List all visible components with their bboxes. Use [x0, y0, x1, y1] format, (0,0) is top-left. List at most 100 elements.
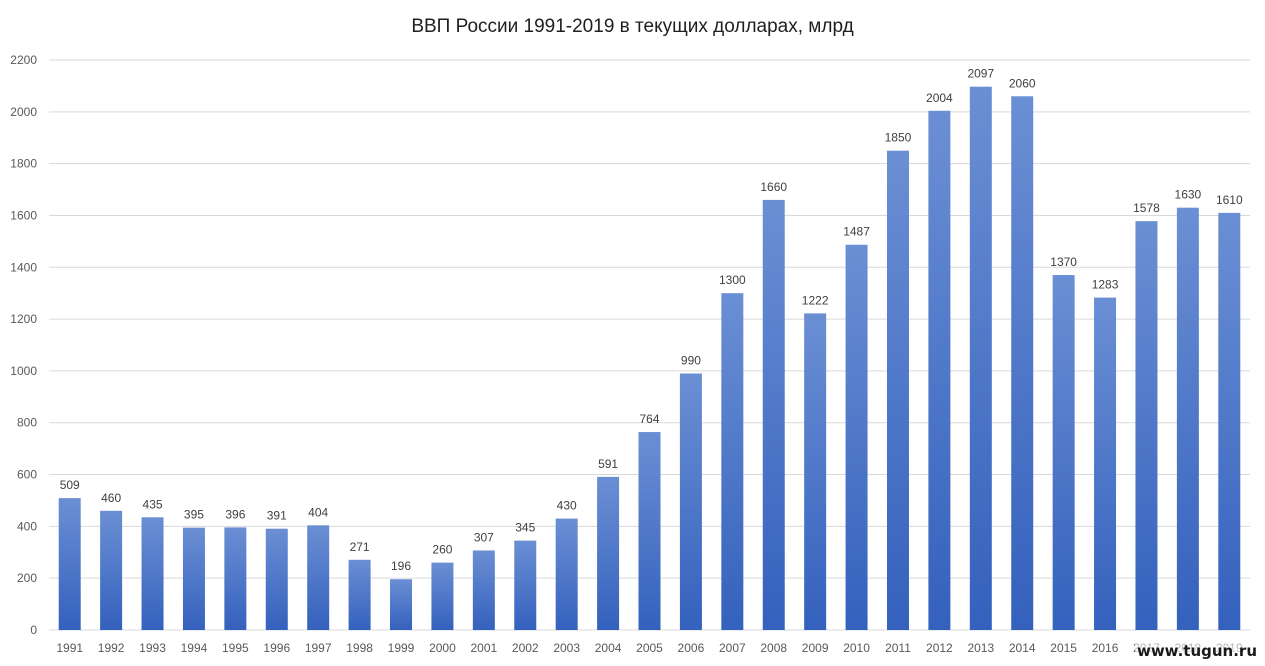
data-label-2005: 764 [639, 412, 659, 426]
y-tick-label: 400 [17, 519, 37, 533]
y-tick-label: 1400 [10, 260, 37, 274]
bar-2017 [1135, 221, 1158, 630]
bars [58, 86, 1241, 631]
x-tick-label: 2011 [885, 641, 911, 655]
data-label-2001: 307 [474, 530, 494, 544]
y-tick-label: 2200 [10, 53, 37, 67]
bar-2007 [721, 293, 744, 630]
x-tick-label: 1998 [346, 641, 373, 655]
x-tick-label: 1991 [56, 641, 83, 655]
y-tick-label: 1200 [10, 312, 37, 326]
bar-2012 [928, 110, 951, 631]
bar-2003 [555, 518, 578, 630]
bar-1991 [58, 498, 81, 630]
x-tick-label: 2006 [678, 641, 705, 655]
bar-1993 [141, 517, 164, 630]
bar-2004 [597, 476, 620, 630]
data-label-1995: 396 [225, 507, 245, 521]
data-label-2010: 1487 [843, 225, 870, 239]
x-tick-label: 2013 [967, 641, 994, 655]
x-tick-label: 2014 [1009, 641, 1036, 655]
bar-2001 [472, 550, 495, 630]
x-tick-label: 1993 [139, 641, 166, 655]
y-tick-label: 1800 [10, 157, 37, 171]
bar-2018 [1176, 207, 1199, 630]
x-tick-label: 1996 [263, 641, 290, 655]
bar-2016 [1094, 297, 1117, 630]
bar-1992 [100, 510, 123, 630]
data-label-2014: 2060 [1009, 76, 1036, 90]
x-tick-label: 2007 [719, 641, 746, 655]
y-tick-label: 1600 [10, 208, 37, 222]
x-tick-label: 2004 [595, 641, 622, 655]
bar-1995 [224, 527, 247, 630]
x-tick-label: 2000 [429, 641, 456, 655]
bar-2000 [431, 562, 454, 630]
bar-1996 [265, 528, 288, 630]
data-label-1997: 404 [308, 505, 328, 519]
bar-1998 [348, 559, 371, 630]
data-label-2018: 1630 [1175, 188, 1202, 202]
data-label-1996: 391 [267, 509, 287, 523]
chart-title: ВВП России 1991-2019 в текущих долларах,… [411, 16, 854, 37]
x-tick-label: 1999 [388, 641, 415, 655]
data-label-2015: 1370 [1050, 255, 1077, 269]
y-axis-ticks: 0 200 400 600 800 1000 1200 1400 1600 1800 2000 220… [10, 53, 37, 637]
data-labels: 509 460 435 395 396 391 404 271 196 260 307 345 430 5… [60, 67, 1243, 574]
data-label-2002: 345 [515, 521, 535, 535]
x-tick-label: 2001 [470, 641, 497, 655]
bar-2006 [679, 373, 702, 630]
x-tick-label: 2012 [926, 641, 953, 655]
x-tick-label: 2002 [512, 641, 539, 655]
data-label-2004: 591 [598, 457, 618, 471]
y-tick-label: 800 [17, 416, 37, 430]
data-label-2007: 1300 [719, 273, 746, 287]
data-label-1993: 435 [143, 497, 163, 511]
x-tick-label: 2008 [760, 641, 787, 655]
x-tick-label: 1995 [222, 641, 249, 655]
x-tick-label: 2009 [802, 641, 829, 655]
bar-2019 [1218, 212, 1241, 630]
data-label-1998: 271 [350, 540, 370, 554]
x-axis-ticks: 1991 1992 1993 1994 1995 1996 1997 1998 1999 2000… [56, 641, 1243, 655]
bar-2014 [1011, 96, 1034, 631]
data-label-2006: 990 [681, 354, 701, 368]
x-tick-label: 1994 [181, 641, 208, 655]
y-tick-label: 200 [17, 571, 37, 585]
watermark-text: www.tugun.ru [1134, 642, 1259, 660]
data-label-2017: 1578 [1133, 201, 1160, 215]
y-tick-label: 1000 [10, 364, 37, 378]
data-label-1999: 196 [391, 559, 411, 573]
data-label-2000: 260 [432, 543, 452, 557]
x-tick-label: 2003 [553, 641, 580, 655]
data-label-2008: 1660 [760, 180, 787, 194]
bar-1997 [307, 525, 330, 630]
bar-1999 [390, 579, 413, 630]
y-tick-label: 0 [30, 623, 37, 637]
bar-2013 [969, 86, 992, 631]
bar-2011 [886, 150, 909, 630]
x-tick-label: 2016 [1092, 641, 1119, 655]
data-label-2019: 1610 [1216, 193, 1243, 207]
data-label-2003: 430 [557, 499, 577, 513]
data-label-1992: 460 [101, 491, 121, 505]
y-tick-label: 2000 [10, 105, 37, 119]
bar-2008 [762, 199, 785, 630]
data-label-1994: 395 [184, 508, 204, 522]
data-label-2013: 2097 [967, 67, 994, 81]
x-tick-label: 1997 [305, 641, 332, 655]
bar-2005 [638, 432, 661, 630]
bar-2009 [804, 313, 827, 630]
data-label-2016: 1283 [1092, 278, 1119, 292]
y-tick-label: 600 [17, 468, 37, 482]
data-label-2012: 2004 [926, 91, 953, 105]
bar-2002 [514, 540, 537, 630]
x-tick-label: 2015 [1050, 641, 1077, 655]
bar-2010 [845, 244, 868, 630]
data-label-2011: 1850 [885, 131, 912, 145]
x-tick-label: 2005 [636, 641, 663, 655]
data-label-2009: 1222 [802, 293, 829, 307]
x-tick-label: 2010 [843, 641, 870, 655]
data-label-1991: 509 [60, 478, 80, 492]
